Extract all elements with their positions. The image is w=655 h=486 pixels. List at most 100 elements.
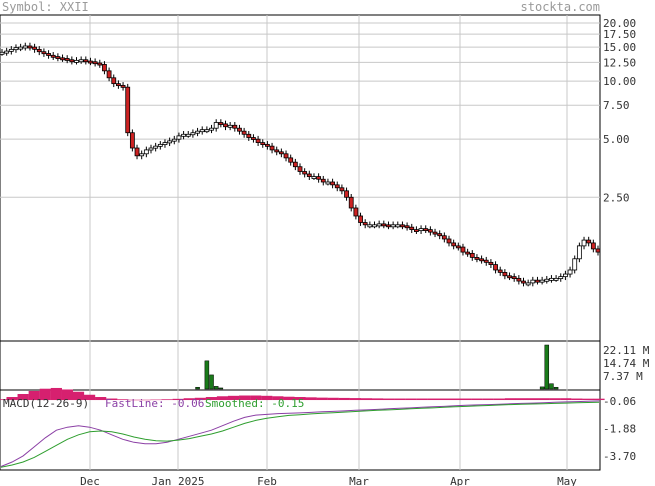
macd-histogram-bar <box>416 398 428 401</box>
candle <box>530 279 536 284</box>
macd-histogram-bar <box>216 396 229 401</box>
volume-series <box>195 344 559 390</box>
macd-histogram-bar <box>449 398 461 401</box>
macd-fast-line <box>0 400 600 467</box>
gridlines <box>0 15 600 470</box>
candle <box>302 171 308 175</box>
volume-bar <box>539 386 545 390</box>
candle <box>539 279 545 283</box>
candle <box>18 46 24 50</box>
macd-histogram-bar <box>139 399 151 401</box>
macd-histogram-bar <box>272 396 284 401</box>
macd-histogram-bar <box>327 397 339 401</box>
x-tick-label: Mar <box>349 475 369 486</box>
candle <box>451 242 457 247</box>
candle <box>306 173 312 177</box>
candle <box>409 226 415 230</box>
candle <box>395 224 401 228</box>
candle <box>143 149 149 155</box>
candle <box>0 51 5 55</box>
candle <box>69 59 75 63</box>
candle <box>8 48 14 52</box>
macd-histogram-bar <box>515 398 528 401</box>
candle <box>106 70 112 79</box>
macd-histogram-bar <box>427 398 439 401</box>
macd-histogram-bar <box>294 397 306 401</box>
candle <box>479 258 484 262</box>
y-tick-label: 5.00 <box>603 133 630 146</box>
macd-histogram-bar <box>172 398 184 401</box>
candle <box>423 228 429 232</box>
candle <box>83 59 89 63</box>
candle <box>311 176 317 179</box>
candle <box>316 176 322 180</box>
site-name: stockta.com <box>520 0 600 14</box>
candle <box>297 166 303 172</box>
candle <box>167 140 173 144</box>
candle <box>334 184 340 189</box>
candle <box>116 83 121 87</box>
candle <box>232 124 238 129</box>
candle <box>572 258 578 271</box>
y-tick-label: 7.50 <box>603 99 630 112</box>
candle <box>386 224 391 228</box>
macd-title: MACD(12-26-9) <box>3 397 89 410</box>
macd-histogram-bar <box>72 391 85 401</box>
candle <box>590 242 596 250</box>
candle <box>162 142 168 146</box>
candle <box>153 145 159 149</box>
candle <box>22 45 28 49</box>
candle <box>176 135 182 140</box>
candle <box>292 161 298 168</box>
macd-histogram-bar <box>61 389 74 401</box>
candle <box>190 132 196 136</box>
candle <box>516 277 522 282</box>
candle <box>353 207 359 217</box>
macd-histogram-bar <box>438 398 450 401</box>
candle <box>437 233 443 237</box>
macd-histogram-bar <box>283 396 295 401</box>
candle <box>390 224 396 228</box>
candle <box>88 60 93 64</box>
candle <box>483 259 489 263</box>
macd-smooth-label: Smoothed: -0.15 <box>205 397 304 410</box>
candle <box>465 251 471 255</box>
candle <box>274 149 280 153</box>
candle <box>13 47 19 51</box>
macd-histogram-bar <box>161 399 173 401</box>
candle <box>148 147 154 151</box>
macd-histogram-bar <box>0 399 7 401</box>
macd-histogram-bar <box>183 398 195 401</box>
macd-histogram-bar <box>194 397 206 401</box>
macd-histogram-bar <box>371 398 384 401</box>
candle <box>418 228 424 232</box>
macd-histogram-bar <box>360 398 373 401</box>
y-tick-label: 17.50 <box>603 28 636 41</box>
volume-bar <box>218 387 224 390</box>
candle <box>129 132 135 149</box>
macd-histogram-bar <box>28 390 40 401</box>
candle <box>157 143 163 147</box>
candle <box>64 58 70 61</box>
candle <box>488 261 494 265</box>
candle <box>46 53 51 56</box>
macd-histogram-bar <box>560 398 572 401</box>
macd-histogram-bar <box>504 398 517 401</box>
candle <box>493 264 498 271</box>
macd-histogram-bar <box>128 399 140 401</box>
candle <box>581 239 587 247</box>
candle <box>120 84 126 88</box>
candle <box>213 122 219 129</box>
candle <box>432 231 438 235</box>
macd-series <box>0 387 605 468</box>
x-tick-label: Apr <box>450 475 470 486</box>
volume-bar <box>204 360 210 390</box>
macd-histogram-bar <box>482 398 494 401</box>
macd-histogram-bar <box>593 398 605 401</box>
macd-histogram-bar <box>83 394 96 401</box>
candle <box>36 48 42 53</box>
candle <box>255 138 261 144</box>
macd-histogram-bar <box>17 394 29 401</box>
macd-histogram-bar <box>227 395 240 401</box>
